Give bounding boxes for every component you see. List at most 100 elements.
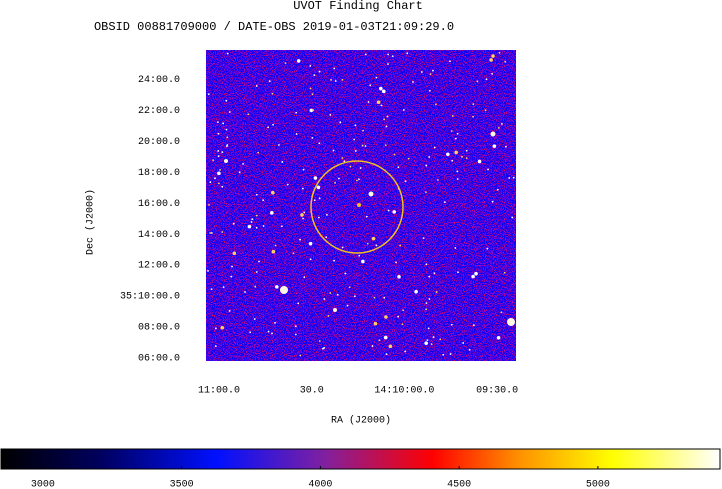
star [217, 132, 220, 135]
star [503, 271, 506, 274]
star [274, 322, 276, 324]
star [334, 181, 336, 184]
star [373, 296, 376, 299]
source-marker [357, 203, 361, 207]
star [255, 85, 258, 87]
star [376, 100, 381, 104]
star [272, 123, 274, 126]
star [255, 271, 258, 273]
chart-title: UVOT Finding Chart [293, 0, 423, 13]
star [313, 199, 316, 202]
star [308, 241, 313, 246]
y-tick-label: 08:00.0 [138, 323, 180, 334]
star [402, 309, 405, 312]
star [387, 53, 389, 56]
star [255, 214, 258, 217]
star [251, 218, 254, 221]
star [375, 244, 378, 247]
star [280, 225, 283, 228]
star [449, 353, 452, 355]
star [297, 302, 300, 305]
star [226, 52, 229, 55]
star [210, 288, 213, 291]
y-tick-label: 35:10:00.0 [120, 292, 180, 303]
star [397, 166, 400, 169]
star [222, 122, 225, 125]
star [303, 211, 306, 214]
star [300, 213, 304, 217]
star [302, 217, 304, 220]
star [399, 244, 402, 247]
star [219, 168, 221, 171]
star [271, 332, 273, 335]
star [208, 204, 210, 206]
star [512, 176, 515, 179]
star [303, 276, 306, 279]
star [472, 115, 474, 118]
source-circle [310, 160, 404, 254]
star [472, 103, 475, 106]
star [318, 197, 321, 200]
star [379, 86, 383, 91]
star [262, 199, 265, 202]
star [371, 345, 374, 347]
star [222, 286, 225, 288]
star [385, 125, 388, 128]
star [329, 292, 332, 294]
star [325, 213, 328, 216]
star [425, 263, 428, 266]
star [442, 353, 445, 356]
star [454, 247, 457, 249]
star [450, 323, 453, 326]
star [309, 108, 314, 113]
x-tick-label: 30.0 [300, 386, 324, 397]
star [232, 222, 235, 225]
star [295, 111, 298, 114]
star [353, 295, 356, 298]
star [207, 270, 209, 272]
star [217, 150, 220, 152]
star [456, 178, 459, 180]
star [321, 347, 324, 350]
star [383, 296, 386, 299]
star [454, 150, 458, 155]
star [420, 71, 423, 73]
star [425, 191, 427, 194]
star [217, 182, 220, 185]
star [451, 115, 454, 117]
star [299, 354, 302, 357]
star [446, 152, 450, 157]
star [284, 62, 287, 65]
x-tick-label: 09:30.0 [476, 386, 518, 397]
star [401, 323, 404, 326]
star [309, 64, 312, 67]
star [343, 160, 346, 163]
star [429, 73, 432, 76]
x-axis-label: RA (J2000) [331, 415, 391, 427]
star [485, 78, 488, 81]
star [476, 80, 479, 83]
star [244, 291, 246, 293]
star [286, 183, 289, 186]
star [428, 298, 431, 300]
star [267, 126, 270, 129]
star [432, 336, 435, 338]
star [242, 162, 244, 165]
star [349, 165, 352, 168]
star [294, 325, 297, 328]
star [505, 145, 507, 148]
star [220, 325, 225, 330]
star [366, 242, 369, 245]
star [313, 74, 316, 77]
star [500, 123, 503, 125]
star [209, 232, 212, 234]
star [380, 104, 383, 107]
star [238, 171, 241, 174]
star [386, 115, 389, 118]
star [329, 114, 332, 116]
star [330, 78, 332, 81]
star [361, 259, 365, 264]
star [454, 137, 457, 140]
star [278, 144, 280, 146]
